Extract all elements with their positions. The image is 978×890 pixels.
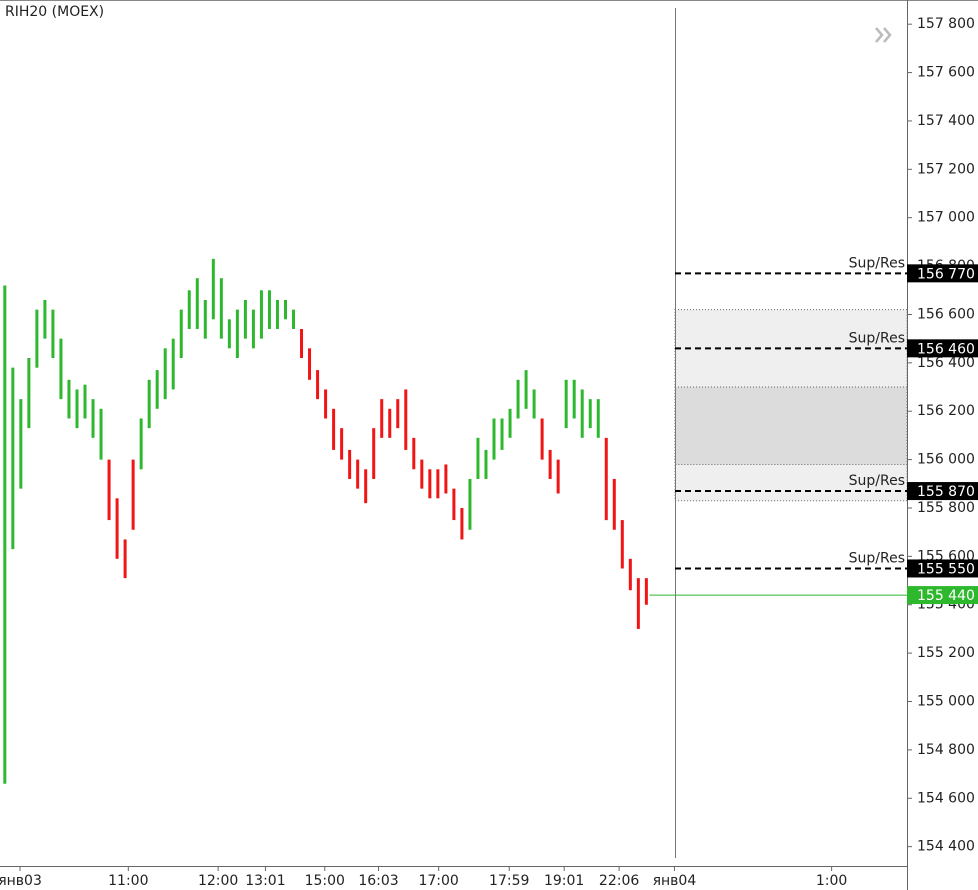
y-tick-label: 154 600 <box>917 790 975 806</box>
x-tick-label: 17:00 <box>418 873 458 889</box>
price-tag <box>907 339 978 358</box>
price-tag-label: 155 550 <box>917 561 975 577</box>
level-label: Sup/Res <box>849 255 905 271</box>
x-tick-label: 22:06 <box>599 873 639 889</box>
y-tick-label: 155 000 <box>917 694 975 710</box>
y-tick-label: 155 800 <box>917 500 975 516</box>
y-tick-label: 157 600 <box>917 65 975 81</box>
x-tick-label: 19:01 <box>544 873 584 889</box>
zone <box>674 386 908 465</box>
y-tick-label: 154 400 <box>917 839 975 855</box>
x-tick-label: 16:03 <box>358 873 398 889</box>
y-tick-label: 157 400 <box>917 113 975 129</box>
y-tick-label: 155 200 <box>917 645 975 661</box>
x-tick-label: 12:00 <box>198 873 238 889</box>
y-tick-label: 157 800 <box>917 16 975 32</box>
y-tick-label: 157 200 <box>917 161 975 177</box>
price-tag-label: 156 770 <box>917 266 975 282</box>
chart-title: RIH20 (MOEX) <box>5 4 104 20</box>
x-tick-label: 13:01 <box>245 873 285 889</box>
x-tick-label: 11:00 <box>108 873 148 889</box>
level-label: Sup/Res <box>849 550 905 566</box>
x-tick-label: янв04 <box>653 873 697 889</box>
y-tick-label: 156 600 <box>917 306 975 322</box>
x-tick-label: 15:00 <box>305 873 345 889</box>
price-tag <box>907 264 978 283</box>
y-tick-label: 156 000 <box>917 452 975 468</box>
price-tag <box>907 482 978 501</box>
price-tag-label: 156 460 <box>917 341 975 357</box>
y-tick-label: 157 000 <box>917 210 975 226</box>
price-tag <box>907 559 978 578</box>
price-tag-label: 155 870 <box>917 484 975 500</box>
y-tick-label: 156 400 <box>917 355 975 371</box>
last-price-tag <box>907 586 978 605</box>
x-tick-label: 1:00 <box>816 873 847 889</box>
y-tick-label: 154 800 <box>917 742 975 758</box>
scroll-right-button[interactable] <box>875 27 892 43</box>
x-tick-label: янв03 <box>0 873 42 889</box>
y-tick-label: 156 200 <box>917 403 975 419</box>
last-price-label: 155 440 <box>917 588 975 604</box>
level-label: Sup/Res <box>849 473 905 489</box>
level-label: Sup/Res <box>849 330 905 346</box>
x-tick-label: 17:59 <box>489 873 529 889</box>
